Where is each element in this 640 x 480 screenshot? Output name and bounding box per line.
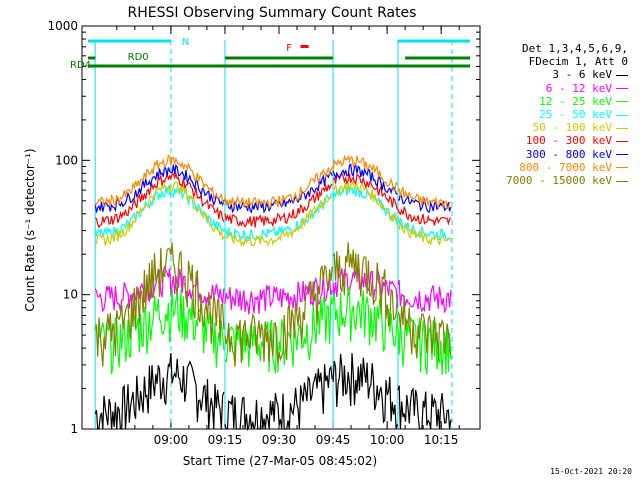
- legend-label: 25 - 50 keV: [539, 108, 612, 122]
- x-tick-label: 10:15: [424, 433, 459, 447]
- legend-swatch: [616, 101, 628, 103]
- legend-label: 100 - 300 keV: [525, 134, 612, 148]
- legend-swatch: [616, 154, 628, 156]
- plot-area: 1 10 100 1000 09:00 09:15 09:30 09:45 10:00 10:15…: [47, 19, 481, 447]
- x-tick-label: 09:15: [208, 433, 243, 447]
- legend-label: 6 - 12 keV: [545, 81, 612, 95]
- flag-label-f: F: [286, 43, 292, 54]
- y-tick-label: 10: [63, 288, 78, 302]
- flag-label-n: N: [182, 37, 189, 48]
- series-line-8: [397, 185, 452, 210]
- legend-swatch: [616, 140, 628, 142]
- series-line-5: [397, 221, 452, 246]
- legend-header-decimation: FDecim 1, Att 0: [528, 55, 628, 69]
- legend-entry-3: 12 - 25 keV: [506, 95, 628, 108]
- y-tick-label: 1000: [47, 19, 78, 33]
- y-tick-label: 1: [70, 422, 78, 436]
- flag-label-rd0: RD0: [128, 52, 149, 63]
- legend-entry-5: 50 - 100 keV: [506, 121, 628, 134]
- series-line-9: [397, 295, 452, 361]
- legend-entry-6: 100 - 300 keV: [506, 134, 628, 147]
- series-line-8: [224, 166, 333, 210]
- render-timestamp: 15-Oct-2021 20:20: [550, 467, 632, 476]
- series-line-7: [332, 163, 398, 195]
- legend: Det 1,3,4,5,6,9, FDecim 1, Att 0 3 - 6 k…: [506, 42, 628, 187]
- series-line-6: [95, 171, 225, 229]
- x-tick-label: 09:00: [154, 433, 189, 447]
- legend-swatch: [616, 180, 628, 182]
- series-line-5: [94, 181, 225, 246]
- flag-bar-f: [300, 45, 309, 48]
- series-line-2: [94, 265, 225, 313]
- series-line-2: [224, 272, 333, 315]
- series-line-1: [94, 353, 225, 430]
- series-line-5: [224, 196, 333, 248]
- y-axis-label: Count Rate (s⁻¹ detector⁻¹): [23, 148, 37, 311]
- series-line-5: [332, 180, 398, 222]
- legend-entry-9: 7000 - 15000 keV: [506, 174, 628, 187]
- series-line-2: [397, 279, 452, 314]
- legend-entries: 3 - 6 keV 6 - 12 keV 12 - 25 keV 25 - 50 ke…: [506, 68, 628, 187]
- legend-swatch: [616, 88, 628, 90]
- x-tick-label: 09:30: [262, 433, 297, 447]
- x-tick-label: 10:00: [370, 433, 405, 447]
- series-line-4: [224, 193, 333, 243]
- legend-entry-7: 300 - 800 keV: [506, 148, 628, 161]
- legend-entry-1: 3 - 6 keV: [506, 68, 628, 81]
- legend-label: 12 - 25 keV: [539, 94, 612, 108]
- series-line-9: [224, 264, 333, 367]
- series-line-8: [94, 154, 225, 208]
- legend-label: 300 - 800 keV: [525, 147, 612, 161]
- series-line-1: [397, 385, 452, 430]
- series-line-6: [397, 205, 452, 226]
- series-line-8: [332, 154, 398, 192]
- x-axis-label: Start Time (27-Mar-05 08:45:02): [183, 454, 377, 468]
- legend-swatch: [616, 127, 628, 129]
- y-tick-label: 100: [55, 153, 78, 167]
- legend-label: 50 - 100 keV: [532, 121, 612, 135]
- legend-swatch: [616, 114, 628, 116]
- series-line-9: [94, 242, 225, 367]
- legend-entry-4: 25 - 50 keV: [506, 108, 628, 121]
- series-line-3: [397, 317, 452, 375]
- x-tick-label: 09:45: [316, 433, 351, 447]
- chart-title: RHESSI Observing Summary Count Rates: [128, 5, 417, 21]
- legend-label: 800 - 7000 keV: [519, 160, 612, 174]
- legend-header-detectors: Det 1,3,4,5,6,9,: [522, 42, 628, 55]
- series-line-1: [332, 353, 398, 430]
- series-line-7: [94, 163, 225, 213]
- series-line-1: [224, 364, 333, 432]
- legend-entry-8: 800 - 7000 keV: [506, 161, 628, 174]
- plot-frame: [81, 25, 481, 430]
- legend-label: 7000 - 15000 keV: [506, 174, 612, 188]
- series-line-6: [224, 183, 333, 228]
- flag-label-rd4: RD4: [70, 60, 91, 71]
- legend-label: 3 - 6 keV: [552, 68, 612, 82]
- legend-swatch: [616, 74, 628, 76]
- legend-swatch: [616, 167, 628, 169]
- series-line-6: [332, 172, 398, 210]
- legend-entry-2: 6 - 12 keV: [506, 82, 628, 95]
- series-line-9: [332, 242, 398, 327]
